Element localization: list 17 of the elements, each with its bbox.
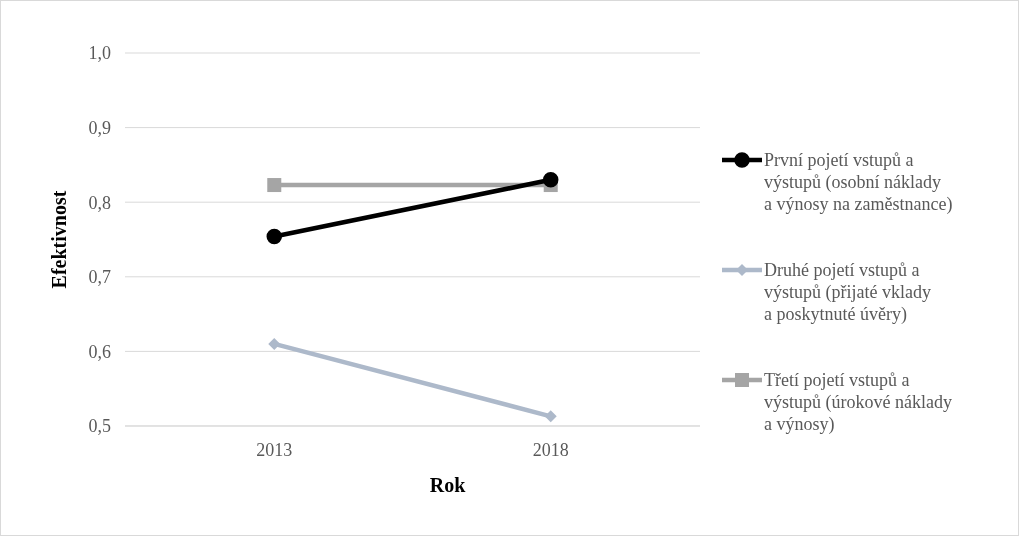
x-axis-title: Rok: [429, 474, 467, 496]
y-tick-label: 0,7: [88, 267, 111, 288]
x-tick-label: 2013: [256, 440, 293, 460]
y-tick-label: 0,6: [88, 341, 111, 362]
y-axis-title: Efektivnost: [48, 190, 70, 289]
x-tick-label: 2018: [532, 440, 569, 460]
legend-label: První pojetí vstupů a výstupů (osobní náklady a výnosy na zaměstnance): [764, 150, 953, 216]
y-tick-label: 1,0: [88, 43, 111, 64]
y-tick-label: 0,8: [88, 192, 111, 213]
y-tick-label: 0,9: [88, 117, 111, 138]
point: [267, 178, 282, 193]
legend-label: Druhé pojetí vstupů a výstupů (přijaté vklady a poskytnuté úvěry): [764, 260, 931, 326]
y-tick-label: 0,5: [88, 416, 111, 437]
legend-label: Třetí pojetí vstupů a výstupů (úrokové náklady a výnosy): [764, 370, 952, 436]
point: [266, 228, 283, 245]
point: [542, 172, 559, 188]
point: [544, 410, 557, 423]
